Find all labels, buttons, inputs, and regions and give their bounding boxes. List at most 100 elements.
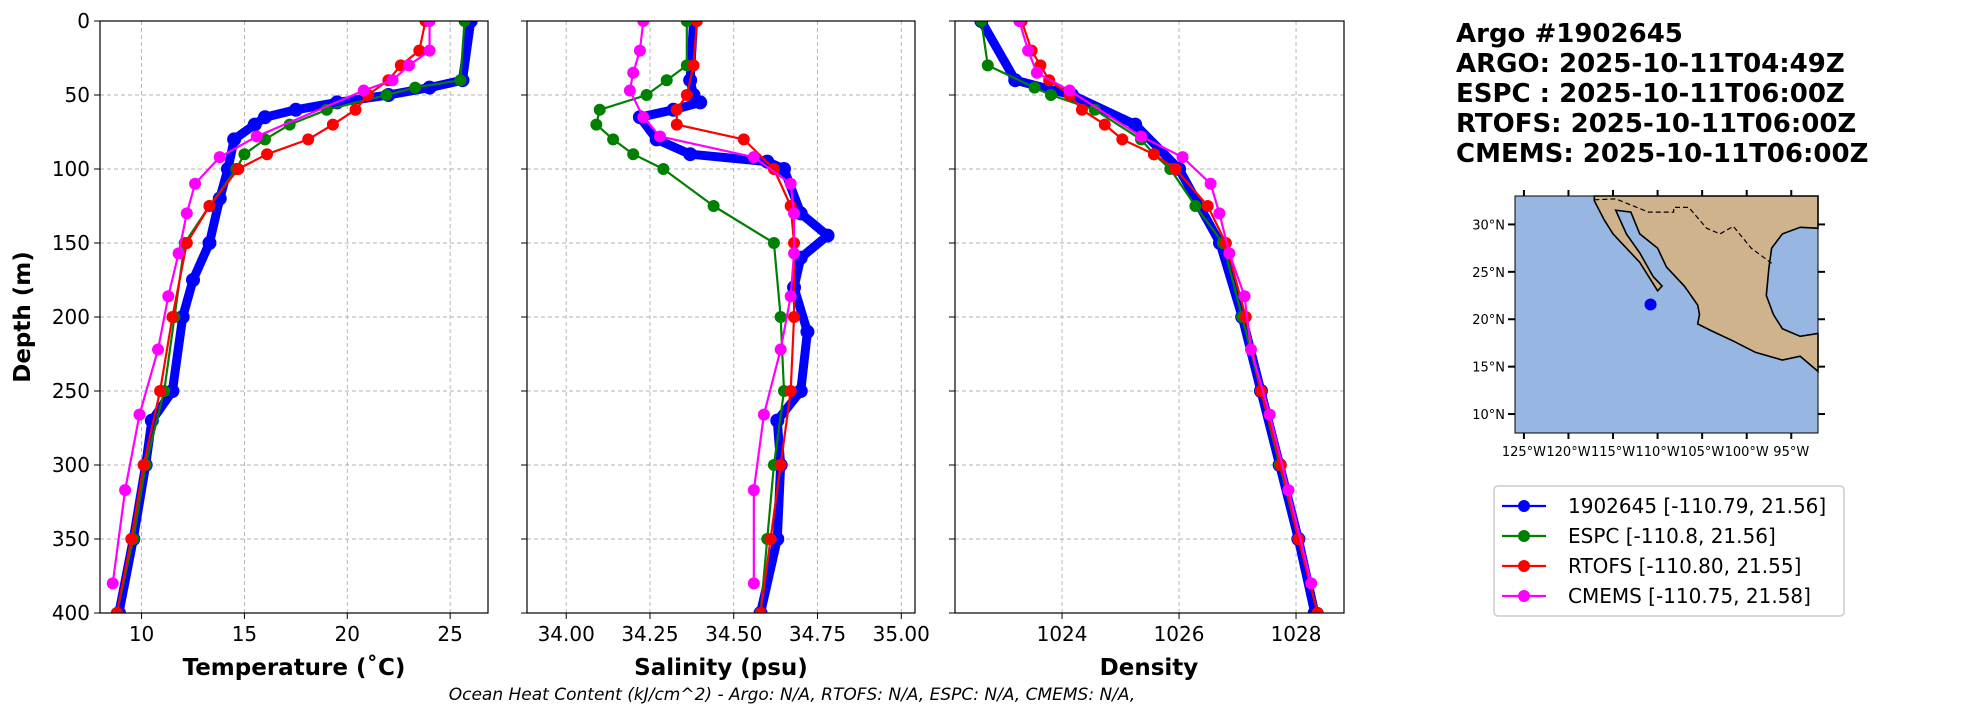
- x-axis-label-density: Density: [1100, 655, 1199, 681]
- lon-tick-label: 95°W: [1773, 445, 1809, 460]
- data-point: [1282, 484, 1295, 497]
- data-point: [394, 59, 407, 72]
- data-point: [1223, 247, 1236, 260]
- y-tick-label: 100: [52, 157, 90, 181]
- legend-frame: [1493, 485, 1845, 617]
- data-point: [423, 21, 436, 27]
- data-point: [454, 74, 467, 87]
- data-point: [670, 118, 683, 131]
- x-tick-label: 34.75: [789, 622, 846, 646]
- title-line: Argo #1902645: [1456, 19, 1683, 49]
- data-point: [202, 236, 217, 250]
- data-point: [820, 228, 835, 243]
- data-point: [413, 44, 426, 57]
- x-tick-label: 34.00: [538, 622, 595, 646]
- data-point: [640, 89, 653, 101]
- lat-tick-label: 25°N: [1472, 266, 1505, 281]
- data-point: [423, 44, 436, 57]
- legend-marker: [1518, 530, 1530, 542]
- data-point: [232, 163, 245, 175]
- plot-frame: [954, 20, 1345, 614]
- data-point: [784, 385, 797, 397]
- data-point: [185, 273, 200, 287]
- data-point: [1088, 103, 1101, 116]
- series-rtofs: [670, 21, 801, 613]
- data-point: [227, 132, 242, 147]
- data-point: [133, 408, 146, 421]
- x-tick-label: 35.00: [873, 622, 930, 646]
- y-tick-label: 50: [65, 83, 90, 107]
- profile-panel-1: 34.00 34.25 34.50 34.75 35.00: [521, 20, 930, 646]
- series-espc: [590, 21, 790, 613]
- data-point: [261, 148, 274, 161]
- data-point: [747, 577, 760, 590]
- y-tick-label: 200: [52, 305, 90, 329]
- data-point: [1311, 607, 1324, 613]
- data-point: [1176, 151, 1189, 164]
- data-point: [747, 151, 760, 164]
- data-point: [607, 133, 620, 146]
- data-point: [1147, 148, 1160, 161]
- x-axis-label-salinity: Salinity (psu): [634, 655, 808, 681]
- data-point: [1204, 177, 1217, 190]
- legend-label: ESPC [-110.8, 21.56]: [1568, 524, 1776, 548]
- y-tick-label: 150: [52, 231, 90, 255]
- data-point: [770, 413, 785, 428]
- data-point: [1239, 311, 1252, 323]
- title-line: ARGO: 2025-10-11T04:49Z: [1456, 49, 1845, 79]
- series-cmems: [1013, 21, 1318, 590]
- series-cmems: [623, 21, 801, 590]
- y-tick-label: 300: [52, 453, 90, 477]
- x-tick-label: 15: [232, 622, 257, 646]
- x-tick-label: 10: [129, 622, 154, 646]
- series-line: [595, 21, 786, 613]
- data-point: [680, 21, 693, 27]
- data-point: [1238, 290, 1251, 303]
- lon-tick-label: 100°W: [1725, 445, 1769, 460]
- data-point: [137, 459, 150, 471]
- data-point: [1013, 21, 1026, 27]
- data-point: [1063, 84, 1076, 97]
- lat-tick-label: 10°N: [1472, 408, 1505, 423]
- x-tick-label: 25: [437, 622, 462, 646]
- x-axis-label-temperature: Temperature (˚C): [183, 654, 406, 681]
- data-point: [680, 89, 693, 101]
- data-point: [203, 200, 216, 212]
- lon-tick-label: 110°W: [1636, 445, 1680, 460]
- plot-frame: [526, 20, 916, 614]
- data-point: [1030, 66, 1043, 79]
- data-point: [784, 177, 797, 190]
- data-point: [380, 89, 393, 101]
- map-frame: [1514, 195, 1819, 434]
- data-point: [737, 133, 750, 146]
- data-point: [788, 207, 801, 220]
- x-tick-label: 20: [335, 622, 360, 646]
- legend-label: CMEMS [-110.75, 21.58]: [1568, 584, 1811, 608]
- y-tick-label: 0: [77, 9, 90, 33]
- y-axis-label: Depth (m): [10, 251, 36, 383]
- data-point: [1135, 130, 1148, 143]
- float-location-marker: [1644, 298, 1657, 311]
- data-point: [403, 59, 416, 72]
- data-point: [593, 103, 606, 116]
- lon-tick-label: 115°W: [1591, 445, 1635, 460]
- plot-frame: [99, 20, 489, 614]
- data-point: [1028, 81, 1041, 94]
- data-point: [119, 484, 132, 497]
- profile-panel-2: 1024 1026 1028: [949, 20, 1345, 646]
- data-point: [774, 343, 787, 356]
- legend-label: 1902645 [-110.79, 21.56]: [1568, 494, 1826, 518]
- data-point: [633, 44, 646, 57]
- data-point: [590, 118, 603, 131]
- data-point: [189, 177, 202, 190]
- data-point: [288, 102, 303, 117]
- lon-tick-label: 120°W: [1546, 445, 1590, 460]
- data-point: [1044, 89, 1057, 101]
- data-point: [349, 103, 362, 116]
- data-point: [357, 84, 370, 97]
- title-line: ESPC : 2025-10-11T06:00Z: [1456, 79, 1845, 109]
- data-point: [764, 533, 777, 545]
- data-point: [774, 311, 787, 323]
